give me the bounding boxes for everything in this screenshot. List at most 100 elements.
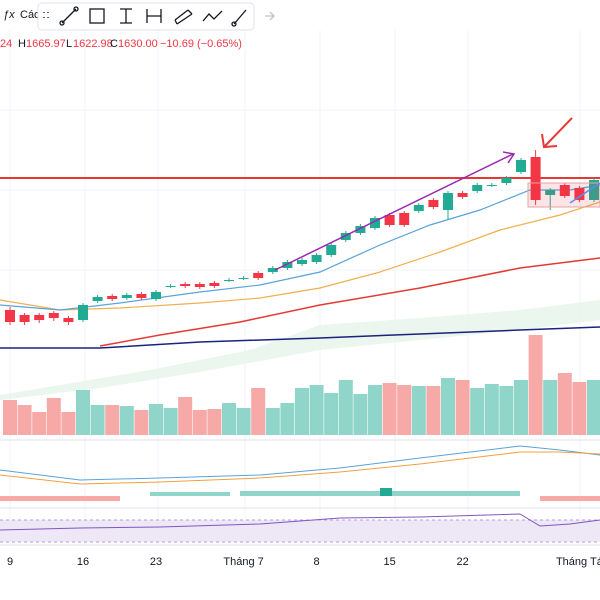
macd-histogram (0, 496, 600, 501)
candle-body (267, 268, 278, 272)
trend-line (569, 182, 600, 204)
volume-bar (149, 404, 163, 435)
candle-body (238, 278, 249, 279)
volume-bar (17, 405, 32, 435)
volume-bar (265, 408, 280, 435)
x-tick-label: 9 (7, 556, 13, 568)
legend-high: 1665.97 (26, 38, 66, 50)
candle-body (589, 180, 599, 200)
volume-bar (397, 385, 412, 435)
candle-body (78, 305, 88, 320)
candle-body (457, 193, 468, 197)
legend-key: L (66, 38, 72, 50)
volume-bar (134, 410, 149, 435)
candle-body (326, 245, 337, 255)
volume-bar (32, 412, 47, 435)
volume-bar (251, 388, 266, 435)
arrow-head (541, 133, 558, 149)
grid (0, 30, 600, 545)
legend-change: −10.69 (−0.65%) (160, 38, 242, 50)
volume-bar (90, 405, 105, 435)
x-tick-label: 23 (150, 556, 162, 568)
candle-body (121, 295, 132, 298)
candle-body (107, 296, 118, 299)
volume-layer (3, 335, 600, 435)
candle-body (399, 213, 410, 225)
candle-body (355, 226, 366, 233)
candle-body (48, 313, 59, 318)
x-tick-label: 16 (77, 556, 89, 568)
volume-bar (119, 406, 134, 435)
candle-body (559, 185, 570, 196)
volume-bar (236, 408, 251, 435)
candle-body (443, 193, 453, 210)
candle-body (165, 286, 176, 287)
ma-short (0, 201, 600, 311)
ma-long (0, 326, 600, 349)
candle-body (501, 178, 512, 183)
signal-line (0, 451, 600, 485)
volume-bar (543, 380, 558, 435)
candle-body (19, 315, 30, 322)
candle-body (5, 310, 15, 322)
candle-body (428, 200, 439, 207)
x-tick-label: Tháng 7 (223, 556, 263, 568)
volume-bar (3, 400, 17, 435)
volume-bar (557, 373, 572, 435)
red-arrow (544, 117, 573, 147)
x-tick-label: 8 (314, 556, 320, 568)
volume-bar (163, 408, 178, 435)
candle-body (63, 318, 74, 322)
fx-icon[interactable]: ƒx (3, 9, 15, 21)
drawing-toolbar (37, 2, 255, 31)
legend-key: H (18, 38, 26, 50)
rsi-band (0, 520, 600, 542)
candle-body (34, 315, 45, 320)
candle-body (209, 283, 220, 286)
candle-body (224, 280, 234, 281)
candle-body (340, 233, 351, 240)
volume-bar (587, 380, 600, 435)
volume-bar (411, 386, 426, 435)
candle-layer (5, 150, 599, 325)
ma-mid (99, 257, 600, 347)
candle-body (194, 284, 205, 287)
volume-bar (499, 386, 514, 435)
volume-bar (76, 390, 90, 435)
legend-key: C (110, 38, 118, 50)
volume-bar (324, 393, 339, 435)
macd-histogram (380, 488, 392, 496)
cloud (0, 300, 600, 400)
volume-bar (353, 394, 368, 435)
volume-bar (426, 386, 441, 435)
x-tick-label: Tháng Tá (556, 556, 600, 568)
volume-bar (207, 409, 222, 435)
candle-body (92, 297, 103, 301)
volume-bar (441, 378, 455, 435)
candle-body (486, 185, 497, 186)
legend-close: 1630.00 (118, 38, 158, 50)
volume-bar (280, 403, 295, 435)
toolbar-icons[interactable] (43, 6, 275, 27)
macd-line (0, 445, 600, 481)
candle-body (311, 255, 322, 262)
candle-body (516, 160, 526, 172)
toolbar-label[interactable]: Các (20, 9, 40, 21)
volume-bar (470, 388, 485, 435)
candle-body (413, 205, 424, 211)
volume-bar (61, 412, 76, 435)
candle-body (472, 185, 483, 191)
candle-body (136, 294, 147, 298)
volume-bar (382, 383, 397, 435)
x-axis: 9 16 23 Tháng 7 8 15 22 Tháng Tá (7, 556, 600, 568)
candle-body (574, 188, 585, 200)
range-box (527, 182, 600, 208)
volume-bar (528, 335, 543, 435)
volume-bar (368, 385, 382, 435)
candle-body (384, 215, 395, 225)
volume-bar (514, 380, 528, 435)
volume-bar (338, 380, 353, 435)
candle-body (297, 260, 307, 264)
